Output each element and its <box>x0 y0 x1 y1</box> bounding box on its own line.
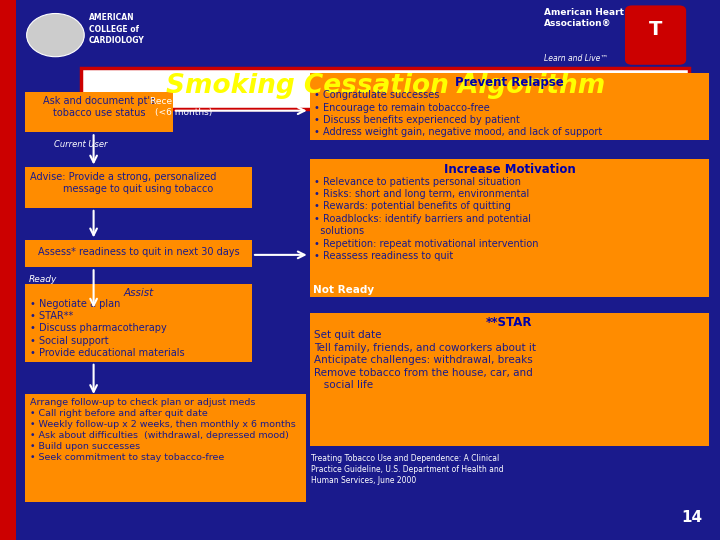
Text: tobacco use status: tobacco use status <box>53 108 145 118</box>
Text: Prevent Relapse: Prevent Relapse <box>455 76 564 89</box>
Text: • Relevance to patients personal situation
• Risks: short and long term, environ: • Relevance to patients personal situati… <box>314 177 539 261</box>
FancyBboxPatch shape <box>310 313 709 446</box>
Text: 14: 14 <box>681 510 702 525</box>
FancyBboxPatch shape <box>310 73 709 140</box>
FancyBboxPatch shape <box>81 68 689 109</box>
Circle shape <box>27 14 84 57</box>
Text: Assess* readiness to quit in next 30 days: Assess* readiness to quit in next 30 day… <box>37 247 240 256</box>
Text: Advise: Provide a strong, personalized: Advise: Provide a strong, personalized <box>30 172 216 182</box>
Text: Set quit date
Tell family, friends, and coworkers about it
Anticipate challenges: Set quit date Tell family, friends, and … <box>314 330 536 390</box>
FancyBboxPatch shape <box>25 167 252 208</box>
Text: Increase Motivation: Increase Motivation <box>444 163 575 176</box>
Text: message to quit using tobacco: message to quit using tobacco <box>63 184 214 194</box>
Text: Smoking Cessation Algorithm: Smoking Cessation Algorithm <box>166 73 605 99</box>
Text: • Negotiate a plan
• STAR**
• Discuss pharmacotherapy
• Social support
• Provide: • Negotiate a plan • STAR** • Discuss ph… <box>30 299 184 358</box>
Text: American Heart
Association®: American Heart Association® <box>544 8 624 28</box>
Bar <box>16 0 720 68</box>
FancyBboxPatch shape <box>25 284 252 362</box>
Text: Ask and document pt's: Ask and document pt's <box>43 96 155 106</box>
Text: Treating Tobacco Use and Dependence: A Clinical
Practice Guideline, U.S. Departm: Treating Tobacco Use and Dependence: A C… <box>311 454 504 485</box>
Text: AMERICAN
COLLEGE of
CARDIOLOGY: AMERICAN COLLEGE of CARDIOLOGY <box>89 14 144 45</box>
Text: Arrange follow-up to check plan or adjust meds
• Call right before and after qui: Arrange follow-up to check plan or adjus… <box>30 398 295 462</box>
Text: **STAR: **STAR <box>486 316 533 329</box>
FancyBboxPatch shape <box>625 5 686 65</box>
Text: Not Ready: Not Ready <box>313 285 374 295</box>
FancyBboxPatch shape <box>25 240 252 267</box>
Text: • Congratulate successes
• Encourage to remain tobacco-free
• Discuss benefits e: • Congratulate successes • Encourage to … <box>314 90 602 137</box>
FancyBboxPatch shape <box>25 394 306 502</box>
Text: Recent Quitter
(<6 months): Recent Quitter (<6 months) <box>150 97 217 117</box>
FancyBboxPatch shape <box>25 92 173 132</box>
FancyBboxPatch shape <box>310 159 709 297</box>
Bar <box>0 0 16 540</box>
Text: Learn and Live™: Learn and Live™ <box>544 54 608 63</box>
Text: Ready: Ready <box>29 275 57 285</box>
Text: T: T <box>649 20 662 39</box>
Text: Assist: Assist <box>123 288 154 298</box>
Text: Current User: Current User <box>54 140 107 150</box>
